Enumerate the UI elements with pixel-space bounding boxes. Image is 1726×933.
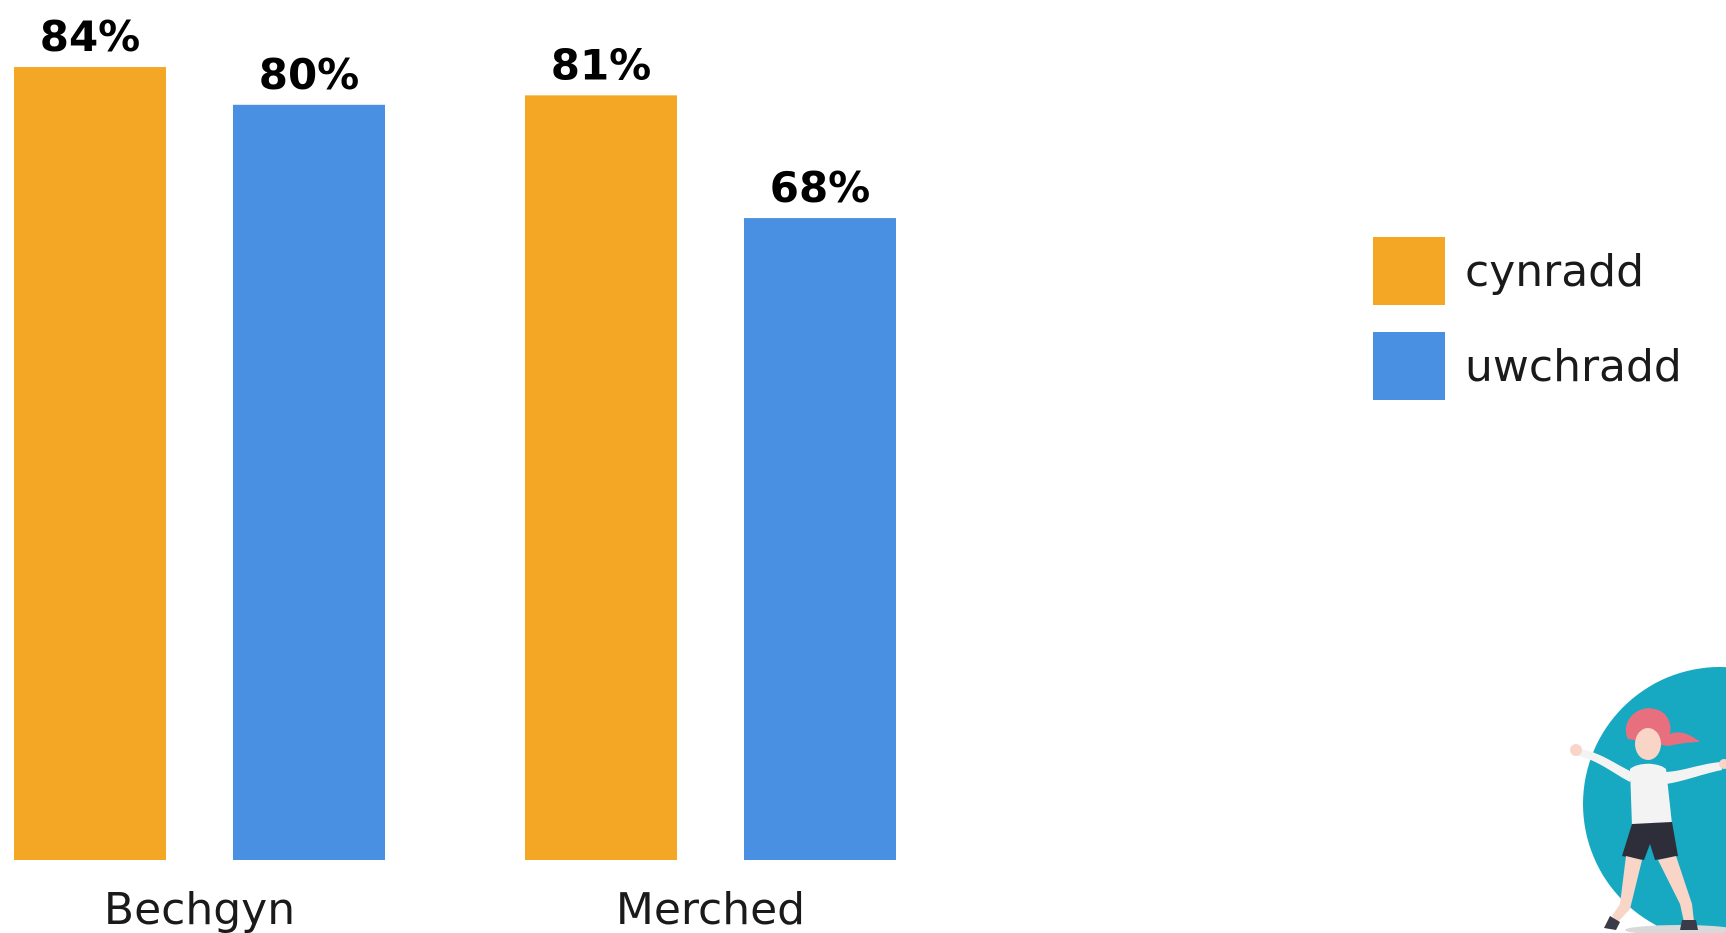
left-leg-shape <box>1612 856 1642 922</box>
torso-shape <box>1630 763 1672 826</box>
right-shoe-shape <box>1680 920 1698 930</box>
bar-cynradd-bechgyn <box>14 67 166 861</box>
right-hand-shape <box>1719 759 1726 769</box>
category-label-bechgyn: Bechgyn <box>104 884 295 933</box>
legend-label-cynradd: cynradd <box>1465 245 1645 297</box>
bar-chart: 84% 80% Bechgyn 81% 68% Merched <box>14 12 896 933</box>
left-hand-shape <box>1570 744 1582 756</box>
value-label-uwchradd-merched: 68% <box>770 163 871 212</box>
bar-cynradd-merched <box>525 95 677 861</box>
value-label-cynradd-merched: 81% <box>551 40 652 89</box>
right-leg-shape <box>1658 856 1694 922</box>
right-arm-shape <box>1664 762 1722 784</box>
category-label-merched: Merched <box>616 884 805 933</box>
bar-uwchradd-bechgyn <box>233 104 385 861</box>
legend-swatch-uwchradd <box>1373 332 1445 400</box>
value-label-cynradd-bechgyn: 84% <box>40 12 141 61</box>
value-label-uwchradd-bechgyn: 80% <box>259 50 360 99</box>
chart-legend: cynradd uwchradd <box>1373 237 1682 427</box>
face-shape <box>1635 728 1661 760</box>
shorts-shape <box>1622 822 1678 860</box>
legend-label-uwchradd: uwchradd <box>1465 340 1682 392</box>
legend-swatch-cynradd <box>1373 237 1445 305</box>
dancing-woman-icon <box>1570 667 1726 933</box>
legend-item-uwchradd: uwchradd <box>1373 332 1682 400</box>
bar-uwchradd-merched <box>744 218 896 860</box>
legend-item-cynradd: cynradd <box>1373 237 1682 305</box>
left-shoe-shape <box>1604 916 1620 930</box>
illustration-shadow <box>1625 925 1726 933</box>
left-arm-shape <box>1578 749 1632 782</box>
